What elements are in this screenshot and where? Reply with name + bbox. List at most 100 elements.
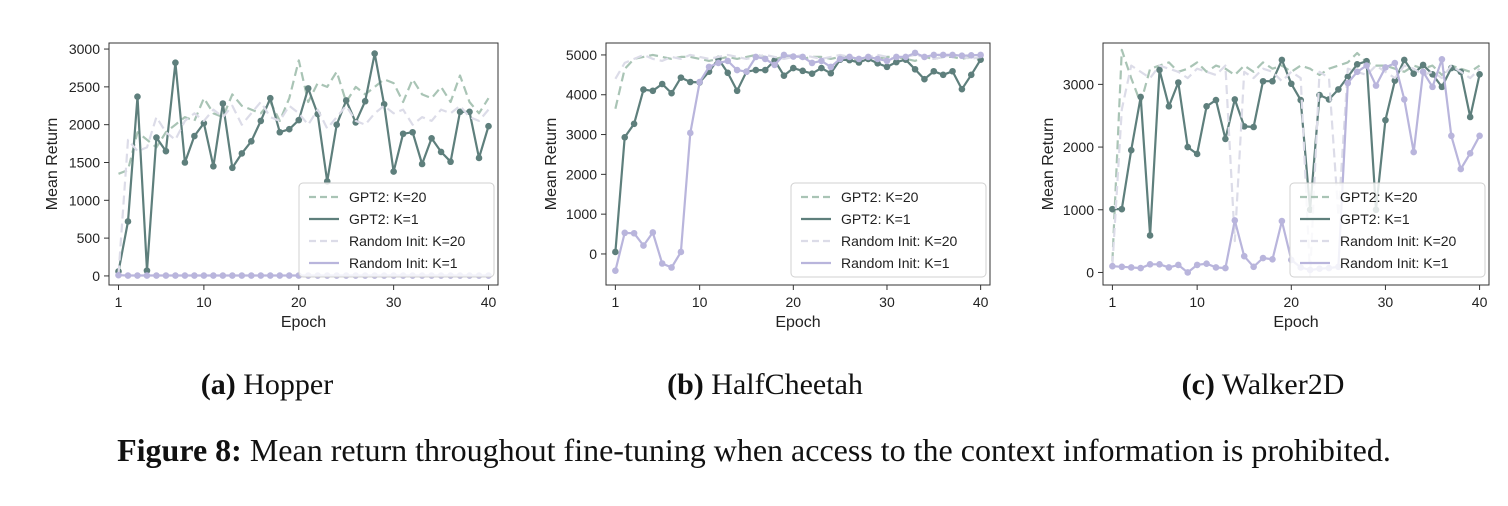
data-point-gpt2-k1 [266, 94, 274, 102]
data-point-gpt2-k1 [1222, 135, 1229, 143]
series-line-gpt2-k20 [118, 59, 490, 175]
data-point-gpt2-k1 [827, 69, 835, 77]
data-point-random-init-k1 [818, 57, 825, 65]
data-point-random-init-k1 [1466, 150, 1474, 157]
data-point-random-init-k1 [266, 272, 274, 279]
data-point-gpt2-k1 [1344, 73, 1352, 81]
data-point-random-init-k1 [724, 57, 732, 65]
data-point-random-init-k1 [115, 271, 122, 279]
data-point-gpt2-k1 [1137, 93, 1144, 101]
data-point-random-init-k1 [752, 53, 760, 61]
data-point-random-init-k1 [696, 78, 703, 86]
data-point-random-init-k1 [1203, 260, 1210, 267]
legend: GPT2: K=20 GPT2: K=1 Random Init: K=20 Rand… [1289, 182, 1486, 278]
subcaption-a-label: (a) [200, 368, 236, 401]
x-axis-label: Epoch [775, 314, 820, 331]
data-point-random-init-k1 [808, 59, 816, 67]
data-point-gpt2-k1 [1203, 103, 1210, 110]
data-point-gpt2-k1 [153, 134, 160, 141]
data-point-random-init-k1 [1156, 261, 1163, 268]
data-point-gpt2-k1 [361, 97, 369, 105]
data-point-gpt2-k1 [1382, 116, 1389, 124]
data-point-gpt2-k1 [191, 132, 198, 140]
data-point-gpt2-k1 [428, 134, 435, 142]
data-point-gpt2-k1 [893, 58, 900, 66]
data-point-gpt2-k1 [466, 108, 473, 116]
data-point-random-init-k1 [229, 272, 236, 279]
series-line-random-init-k20 [1111, 64, 1481, 277]
data-point-random-init-k1 [958, 52, 966, 60]
data-point-random-init-k1 [1259, 254, 1267, 262]
data-point-random-init-k1 [874, 55, 881, 63]
data-point-gpt2-k1 [172, 59, 179, 66]
data-point-random-init-k1 [1278, 217, 1286, 225]
data-point-random-init-k1 [827, 63, 835, 71]
x-axis-label: Epoch [281, 314, 326, 331]
data-point-gpt2-k1 [1438, 83, 1446, 91]
legend-label-random-init-k20: Random Init: K=20 [841, 233, 958, 249]
data-point-random-init-k1 [1391, 59, 1399, 67]
data-point-gpt2-k1 [333, 121, 341, 128]
data-point-random-init-k1 [134, 272, 141, 279]
data-point-gpt2-k1 [437, 148, 445, 156]
data-point-gpt2-k1 [1193, 150, 1201, 158]
data-point-gpt2-k1 [371, 50, 378, 57]
subcaption-b: (b) HalfCheetah [605, 368, 925, 402]
data-point-random-init-k1 [1193, 261, 1201, 269]
subcaption-c-title: Walker2D [1221, 368, 1345, 401]
data-point-random-init-k1 [705, 63, 713, 71]
data-point-random-init-k1 [257, 272, 265, 279]
data-point-gpt2-k1 [418, 160, 426, 168]
data-point-random-init-k1 [1372, 82, 1380, 89]
x-tick-label: 1 [115, 294, 123, 310]
data-point-gpt2-k1 [752, 66, 760, 74]
subcaption-c-label: (c) [1181, 368, 1215, 401]
chart-walker2d: 1 10 20 30 40 0 1000 2000 3000 Epoch Mean Return GP… [1040, 42, 1490, 331]
data-point-gpt2-k1 [780, 72, 788, 79]
data-point-random-init-k1 [1438, 56, 1446, 63]
legend-label-random-init-k1: Random Init: K=1 [349, 255, 458, 271]
data-point-gpt2-k1 [276, 128, 284, 136]
data-point-random-init-k1 [939, 51, 947, 59]
data-point-gpt2-k1 [967, 71, 975, 79]
x-tick-label: 10 [196, 294, 212, 310]
y-tick-label: 3000 [1063, 76, 1094, 92]
data-point-gpt2-k1 [1118, 205, 1126, 213]
legend-label-gpt2-k1: GPT2: K=1 [1340, 211, 1410, 227]
data-point-gpt2-k1 [143, 267, 151, 274]
series-line-gpt2-k20 [1111, 48, 1481, 262]
data-point-random-init-k1 [921, 53, 928, 61]
data-point-gpt2-k1 [1250, 123, 1257, 131]
x-tick-label: 40 [481, 294, 497, 310]
data-point-gpt2-k1 [883, 63, 891, 71]
legend-label-gpt2-k20: GPT2: K=20 [1340, 189, 1418, 205]
legend-label-random-init-k20: Random Init: K=20 [349, 233, 466, 249]
legend: GPT2: K=20 GPT2: K=1 Random Init: K=20 Rand… [298, 182, 495, 278]
data-point-gpt2-k1 [818, 64, 825, 72]
y-tick-label: 1500 [69, 154, 100, 170]
y-tick-label: 4000 [566, 87, 597, 103]
figure-canvas: 1 10 20 30 40050010001500200025003000EpochMe… [44, 41, 1490, 331]
data-point-gpt2-k1 [1287, 80, 1295, 88]
data-point-random-init-k1 [1344, 79, 1352, 87]
chart-halfcheetah: 1 10 20 30 40 0 1000 2000 3000 4000 5000 Epoch Mean … [543, 42, 991, 331]
y-tick-label: 500 [77, 230, 101, 246]
data-point-gpt2-k1 [447, 158, 454, 166]
data-point-random-init-k1 [630, 229, 638, 237]
x-tick-label: 40 [973, 294, 989, 310]
data-point-random-init-k1 [790, 53, 797, 60]
data-point-random-init-k1 [949, 51, 956, 59]
data-point-random-init-k1 [1363, 62, 1370, 69]
data-point-random-init-k1 [677, 248, 685, 256]
data-point-random-init-k1 [162, 272, 170, 279]
series-line-gpt2-k1 [614, 57, 982, 253]
data-point-gpt2-k1 [677, 74, 685, 81]
data-point-random-init-k1 [893, 53, 900, 61]
y-tick-label: 0 [589, 246, 597, 262]
y-axis-label: Mean Return [44, 118, 61, 211]
data-point-gpt2-k1 [257, 117, 265, 125]
data-point-random-init-k1 [1212, 264, 1220, 271]
data-point-gpt2-k1 [134, 93, 141, 100]
data-point-random-init-k1 [846, 53, 853, 61]
data-point-random-init-k1 [715, 59, 722, 67]
